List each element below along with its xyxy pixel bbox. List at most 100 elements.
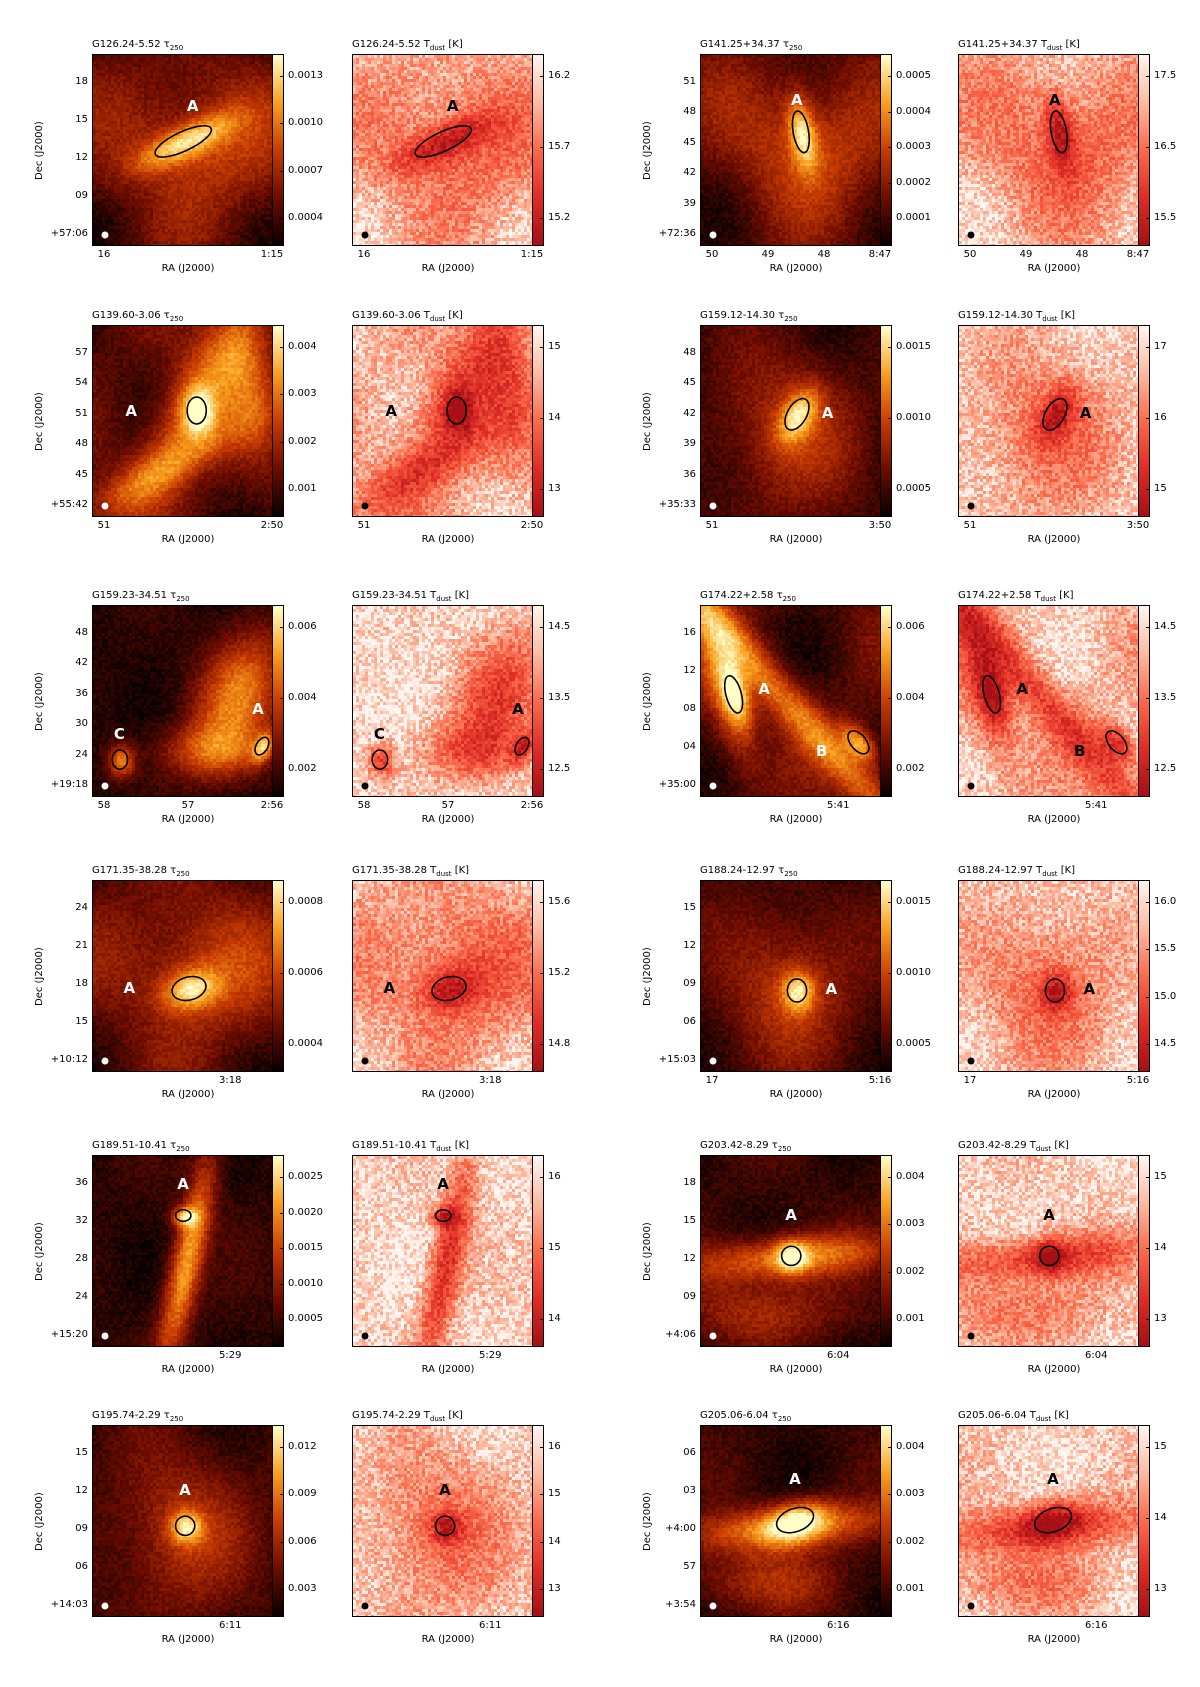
tau-symbol: τ bbox=[170, 865, 177, 876]
beam-marker bbox=[967, 231, 975, 239]
tau-symbol: τ bbox=[163, 1410, 170, 1421]
map-overlay bbox=[361, 975, 467, 1065]
dec-tick-label: 28 bbox=[75, 1253, 88, 1264]
map-overlay bbox=[709, 110, 811, 239]
dec-tick-label: 48 bbox=[75, 627, 88, 638]
beam-marker bbox=[101, 782, 109, 790]
colorbar-tick-label: 15 bbox=[548, 1488, 561, 1500]
y-axis-label: Dec (J2000) bbox=[642, 392, 653, 451]
panel-title: G139.60-3.06 Tdust [K] bbox=[352, 310, 463, 323]
colorbar-tick-label: 0.0005 bbox=[896, 483, 931, 494]
source-label-A: A bbox=[385, 402, 397, 421]
colorbar-tau bbox=[272, 1425, 284, 1617]
source-label-A: A bbox=[1049, 91, 1061, 110]
panel-title: G159.23-34.51 τ250 bbox=[92, 590, 190, 603]
source-label-A: A bbox=[179, 1481, 191, 1500]
panel-title-field: G174.22+2.58 bbox=[700, 590, 777, 601]
beam-marker bbox=[709, 782, 717, 790]
tdust-unit: [K] bbox=[451, 1140, 470, 1151]
colorbar-tick-mark bbox=[888, 698, 892, 699]
map-raster bbox=[959, 881, 1149, 1071]
map-overlay bbox=[967, 110, 1069, 239]
colorbar-tick-label: 0.0015 bbox=[288, 1242, 323, 1253]
colorbar-tick-label: 14.5 bbox=[1154, 621, 1177, 632]
ra-tick-label: 5:16 bbox=[1126, 1075, 1150, 1086]
map-raster bbox=[701, 606, 891, 796]
ra-tick-label: 49 bbox=[1019, 249, 1033, 260]
source-ellipse-C bbox=[111, 749, 129, 771]
colorbar-tick-mark bbox=[540, 1319, 544, 1320]
y-axis-label: Dec (J2000) bbox=[34, 392, 45, 451]
tdust-subscript: dust bbox=[1035, 1415, 1052, 1423]
colorbar-tick-mark bbox=[888, 1271, 892, 1273]
ra-tick-label: 51 bbox=[97, 520, 111, 531]
map-image-tdust: A bbox=[352, 880, 544, 1072]
map-image-tdust: A bbox=[958, 1155, 1150, 1347]
x-axis-label: RA (J2000) bbox=[769, 1364, 823, 1375]
dec-tick-label: +55:42 bbox=[50, 499, 88, 510]
ra-tick-label: 2:56 bbox=[520, 800, 544, 811]
colorbar-tick-label: 0.003 bbox=[288, 388, 317, 400]
panel-title: G159.12-14.30 τ250 bbox=[700, 310, 798, 323]
colorbar-tick-label: 0.009 bbox=[288, 1488, 317, 1500]
colorbar-tick-mark bbox=[888, 902, 892, 903]
colorbar-tick-label: 0.012 bbox=[288, 1441, 317, 1452]
colorbar-tick-label: 16 bbox=[548, 1441, 561, 1452]
source-ellipse-A bbox=[434, 1515, 456, 1537]
dec-tick-label: 42 bbox=[683, 407, 696, 419]
map-overlay bbox=[101, 1515, 196, 1610]
map-overlay bbox=[101, 1208, 192, 1340]
map-image-tdust: A bbox=[352, 54, 544, 246]
dec-tick-label: +35:00 bbox=[658, 779, 696, 790]
ra-tick-label: 16 bbox=[357, 249, 371, 260]
ra-tick-label: 5:41 bbox=[827, 800, 850, 811]
source-ellipse-A bbox=[154, 124, 213, 158]
colorbar-tick-label: 0.0010 bbox=[896, 967, 931, 978]
dec-tick-label: 16 bbox=[683, 627, 696, 638]
colorbar-tick-label: 0.002 bbox=[896, 763, 925, 774]
colorbar-tick-mark bbox=[280, 627, 284, 628]
dec-tick-label: 42 bbox=[683, 167, 696, 179]
beam-marker bbox=[967, 502, 975, 510]
ra-tick-label: 51 bbox=[963, 520, 977, 531]
colorbar-tick-mark bbox=[540, 1541, 544, 1543]
colorbar-tick-mark bbox=[1146, 902, 1150, 903]
tdust-subscript: dust bbox=[1042, 870, 1058, 878]
x-axis-label: RA (J2000) bbox=[1027, 814, 1081, 825]
dec-tick-label: 45 bbox=[683, 136, 696, 148]
source-label-A: A bbox=[446, 96, 459, 115]
tau-subscript: 250 bbox=[176, 1145, 190, 1153]
dec-tick-label: 12 bbox=[683, 1253, 696, 1264]
tau-subscript: 250 bbox=[784, 870, 798, 878]
colorbar-tick-label: 0.003 bbox=[288, 1583, 317, 1594]
tau-subscript: 250 bbox=[169, 44, 184, 52]
colorbar-tick-mark bbox=[540, 418, 544, 419]
map-overlay bbox=[101, 736, 270, 790]
map-overlay bbox=[967, 674, 1128, 790]
colorbar-tick-label: 13.5 bbox=[1154, 692, 1177, 703]
panel-title: G189.51-10.41 Tdust [K] bbox=[352, 1140, 469, 1153]
colorbar-tick-label: 15.2 bbox=[548, 212, 571, 223]
panel-title: G139.60-3.06 τ250 bbox=[92, 310, 183, 323]
beam-marker bbox=[709, 1057, 717, 1065]
y-axis-label: Dec (J2000) bbox=[642, 1222, 653, 1281]
map-raster bbox=[701, 1426, 891, 1616]
colorbar-tick-mark bbox=[540, 627, 544, 628]
colorbar-tick-label: 16 bbox=[1154, 412, 1167, 423]
panel-title: G205.06-6.04 Tdust [K] bbox=[958, 1410, 1069, 1423]
map-overlay bbox=[101, 396, 208, 510]
colorbar-tick-label: 0.0010 bbox=[288, 1277, 323, 1289]
panel-title: G203.42-8.29 Tdust [K] bbox=[958, 1140, 1069, 1153]
source-ellipse-A bbox=[514, 736, 530, 756]
colorbar-tick-label: 16.2 bbox=[548, 70, 571, 81]
map-overlay bbox=[967, 978, 1066, 1065]
dec-tick-label: 06 bbox=[75, 1561, 88, 1572]
tau-subscript: 250 bbox=[176, 595, 190, 603]
tau-subscript: 250 bbox=[169, 1415, 184, 1423]
colorbar-tick-label: 0.0007 bbox=[288, 164, 323, 176]
x-axis-label: RA (J2000) bbox=[1027, 1634, 1081, 1645]
colorbar-tick-mark bbox=[280, 76, 284, 77]
panel-title-field: G171.35-38.28 bbox=[92, 865, 171, 876]
panel-title: G188.24-12.97 Tdust [K] bbox=[958, 865, 1075, 878]
dec-tick-label: 03 bbox=[683, 1485, 696, 1496]
